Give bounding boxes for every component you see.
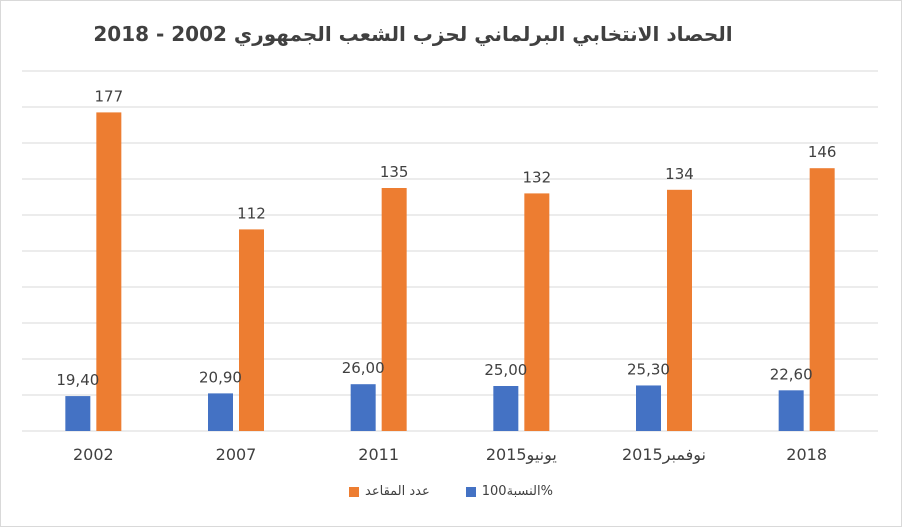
legend-swatch-percent xyxy=(465,486,476,497)
bar-percent xyxy=(208,393,233,431)
bar-percent xyxy=(493,386,519,431)
legend-item-percent: النسبة100% xyxy=(465,484,553,499)
bar-seats xyxy=(667,189,692,431)
bar-seats xyxy=(524,193,550,431)
data-label-seats: 134 xyxy=(665,165,694,183)
data-label-percent: 25,00 xyxy=(484,361,527,379)
bar-percent xyxy=(778,390,804,431)
category-labels: 2002 2007 2011 يونيو2015 نوفمبر2015 2018 xyxy=(73,445,827,465)
bar-seats xyxy=(809,168,835,431)
data-labels: 19,40 177 20,90 112 26,00 135 25,00 132 25,30 134… xyxy=(56,87,836,389)
category-label: نوفمبر2015 xyxy=(622,445,706,465)
legend-item-seats: عدد المقاعد xyxy=(349,484,430,499)
bar-percent xyxy=(65,396,91,431)
category-label: 2002 xyxy=(73,445,114,464)
category-label: 2018 xyxy=(786,445,827,464)
bar-seats xyxy=(96,112,122,432)
data-label-seats: 112 xyxy=(237,204,266,222)
bar-percent xyxy=(350,384,376,431)
bars xyxy=(65,112,835,432)
legend: عدد المقاعد النسبة100% xyxy=(0,484,902,499)
data-label-percent: 20,90 xyxy=(199,368,242,386)
data-label-percent: 22,60 xyxy=(770,365,813,383)
data-label-percent: 26,00 xyxy=(342,359,385,377)
bar-seats xyxy=(381,188,407,431)
data-label-percent: 25,30 xyxy=(627,360,670,378)
data-label-seats: 135 xyxy=(380,163,409,181)
data-label-percent: 19,40 xyxy=(56,371,99,389)
category-label: يونيو2015 xyxy=(486,445,557,465)
category-label: 2007 xyxy=(216,445,257,464)
legend-label-percent: النسبة100% xyxy=(481,484,553,499)
category-label: 2011 xyxy=(358,445,399,464)
bar-percent xyxy=(636,385,661,431)
data-label-seats: 177 xyxy=(95,87,124,105)
data-label-seats: 146 xyxy=(808,143,837,161)
gridlines xyxy=(22,70,878,432)
legend-label-seats: عدد المقاعد xyxy=(365,484,430,499)
chart-title: الحصاد الانتخابي البرلماني لحزب الشعب ال… xyxy=(93,22,733,46)
legend-swatch-seats xyxy=(349,486,360,497)
bar-seats xyxy=(239,229,264,431)
data-label-seats: 132 xyxy=(523,168,552,186)
